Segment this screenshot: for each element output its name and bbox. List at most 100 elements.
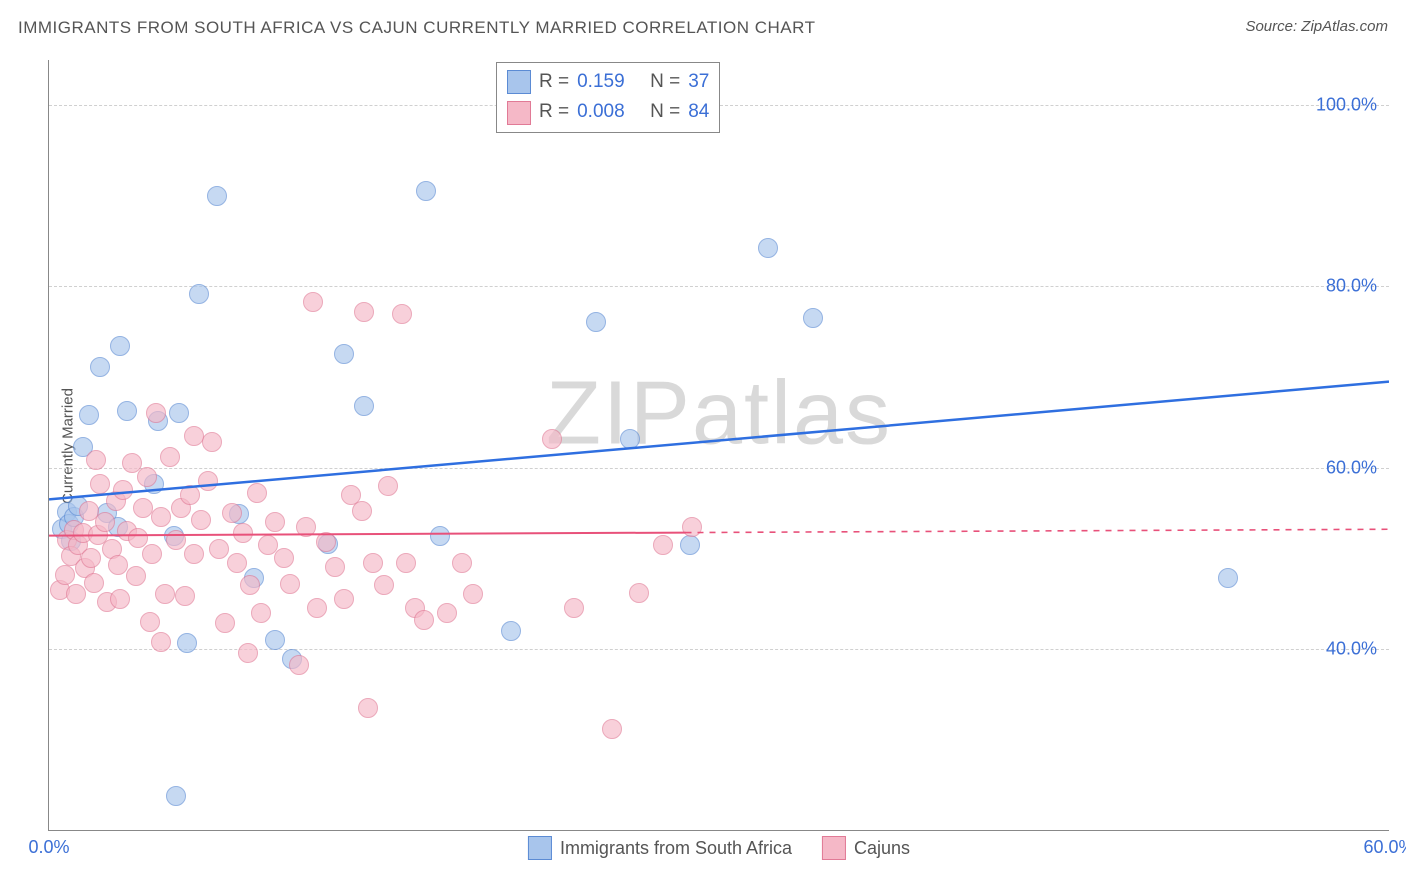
data-point-cj xyxy=(222,503,242,523)
data-point-sa xyxy=(177,633,197,653)
data-point-cj xyxy=(146,403,166,423)
data-point-cj xyxy=(358,698,378,718)
data-point-cj xyxy=(463,584,483,604)
data-point-cj xyxy=(180,485,200,505)
y-tick-label: 60.0% xyxy=(1326,457,1377,478)
data-point-cj xyxy=(316,532,336,552)
data-point-sa xyxy=(189,284,209,304)
data-point-cj xyxy=(378,476,398,496)
data-point-cj xyxy=(151,507,171,527)
data-point-cj xyxy=(629,583,649,603)
legend-swatch-cj xyxy=(507,101,531,125)
data-point-sa xyxy=(1218,568,1238,588)
legend-swatch-sa xyxy=(507,70,531,94)
data-point-cj xyxy=(682,517,702,537)
data-point-sa xyxy=(207,186,227,206)
data-point-cj xyxy=(126,566,146,586)
data-point-cj xyxy=(55,565,75,585)
data-point-sa xyxy=(110,336,130,356)
data-point-cj xyxy=(325,557,345,577)
legend-n-label: N = xyxy=(650,67,680,97)
data-point-cj xyxy=(238,643,258,663)
data-point-cj xyxy=(155,584,175,604)
data-point-cj xyxy=(184,426,204,446)
data-point-cj xyxy=(142,544,162,564)
data-point-cj xyxy=(215,613,235,633)
data-point-cj xyxy=(86,450,106,470)
data-point-sa xyxy=(758,238,778,258)
y-tick-label: 100.0% xyxy=(1316,95,1377,116)
data-point-sa xyxy=(169,403,189,423)
legend-n-label: N = xyxy=(650,97,680,127)
legend-series-label-sa: Immigrants from South Africa xyxy=(560,838,792,859)
data-point-cj xyxy=(227,553,247,573)
data-point-cj xyxy=(363,553,383,573)
data-point-sa xyxy=(117,401,137,421)
data-point-cj xyxy=(191,510,211,530)
data-point-cj xyxy=(202,432,222,452)
data-point-cj xyxy=(653,535,673,555)
data-point-cj xyxy=(95,512,115,532)
gridline xyxy=(49,468,1389,469)
data-point-cj xyxy=(108,555,128,575)
data-point-cj xyxy=(113,480,133,500)
data-point-cj xyxy=(137,467,157,487)
data-point-cj xyxy=(289,655,309,675)
data-point-cj xyxy=(247,483,267,503)
data-point-cj xyxy=(175,586,195,606)
data-point-sa xyxy=(166,786,186,806)
data-point-cj xyxy=(251,603,271,623)
data-point-cj xyxy=(542,429,562,449)
data-point-cj xyxy=(452,553,472,573)
data-point-cj xyxy=(209,539,229,559)
data-point-sa xyxy=(90,357,110,377)
data-point-cj xyxy=(602,719,622,739)
data-point-cj xyxy=(240,575,260,595)
source-credit: Source: ZipAtlas.com xyxy=(1245,18,1388,35)
data-point-cj xyxy=(334,589,354,609)
data-point-cj xyxy=(280,574,300,594)
data-point-cj xyxy=(81,548,101,568)
legend-r-value-cj: 0.008 xyxy=(577,97,642,127)
data-point-cj xyxy=(296,517,316,537)
plot-area: ZIPatlas 40.0%60.0%80.0%100.0%0.0%60.0%R… xyxy=(48,60,1389,831)
x-tick-label: 60.0% xyxy=(1363,837,1406,858)
data-point-sa xyxy=(79,405,99,425)
legend-n-value-cj: 84 xyxy=(688,97,709,127)
data-point-sa xyxy=(265,630,285,650)
data-point-cj xyxy=(414,610,434,630)
data-point-sa xyxy=(501,621,521,641)
data-point-cj xyxy=(392,304,412,324)
data-point-cj xyxy=(151,632,171,652)
data-point-cj xyxy=(396,553,416,573)
data-point-cj xyxy=(437,603,457,623)
x-tick-label: 0.0% xyxy=(28,837,69,858)
data-point-cj xyxy=(307,598,327,618)
data-point-cj xyxy=(303,292,323,312)
data-point-cj xyxy=(84,573,104,593)
data-point-cj xyxy=(166,530,186,550)
series-legend: Immigrants from South Africa Cajuns xyxy=(528,836,910,860)
data-point-cj xyxy=(265,512,285,532)
legend-swatch-sa xyxy=(528,836,552,860)
data-point-cj xyxy=(198,471,218,491)
data-point-sa xyxy=(334,344,354,364)
data-point-cj xyxy=(564,598,584,618)
data-point-cj xyxy=(354,302,374,322)
chart-title: IMMIGRANTS FROM SOUTH AFRICA VS CAJUN CU… xyxy=(18,18,815,38)
data-point-cj xyxy=(374,575,394,595)
legend-swatch-cj xyxy=(822,836,846,860)
y-tick-label: 40.0% xyxy=(1326,638,1377,659)
data-point-cj xyxy=(66,584,86,604)
data-point-cj xyxy=(352,501,372,521)
data-point-sa xyxy=(586,312,606,332)
data-point-cj xyxy=(184,544,204,564)
legend-r-label: R = xyxy=(539,97,569,127)
correlation-legend: R =0.159N =37R =0.008N =84 xyxy=(496,62,720,133)
watermark-text: ZIPatlas xyxy=(546,363,892,466)
trend-lines xyxy=(49,60,1389,830)
data-point-sa xyxy=(803,308,823,328)
legend-series-label-cj: Cajuns xyxy=(854,838,910,859)
data-point-sa xyxy=(680,535,700,555)
data-point-cj xyxy=(160,447,180,467)
